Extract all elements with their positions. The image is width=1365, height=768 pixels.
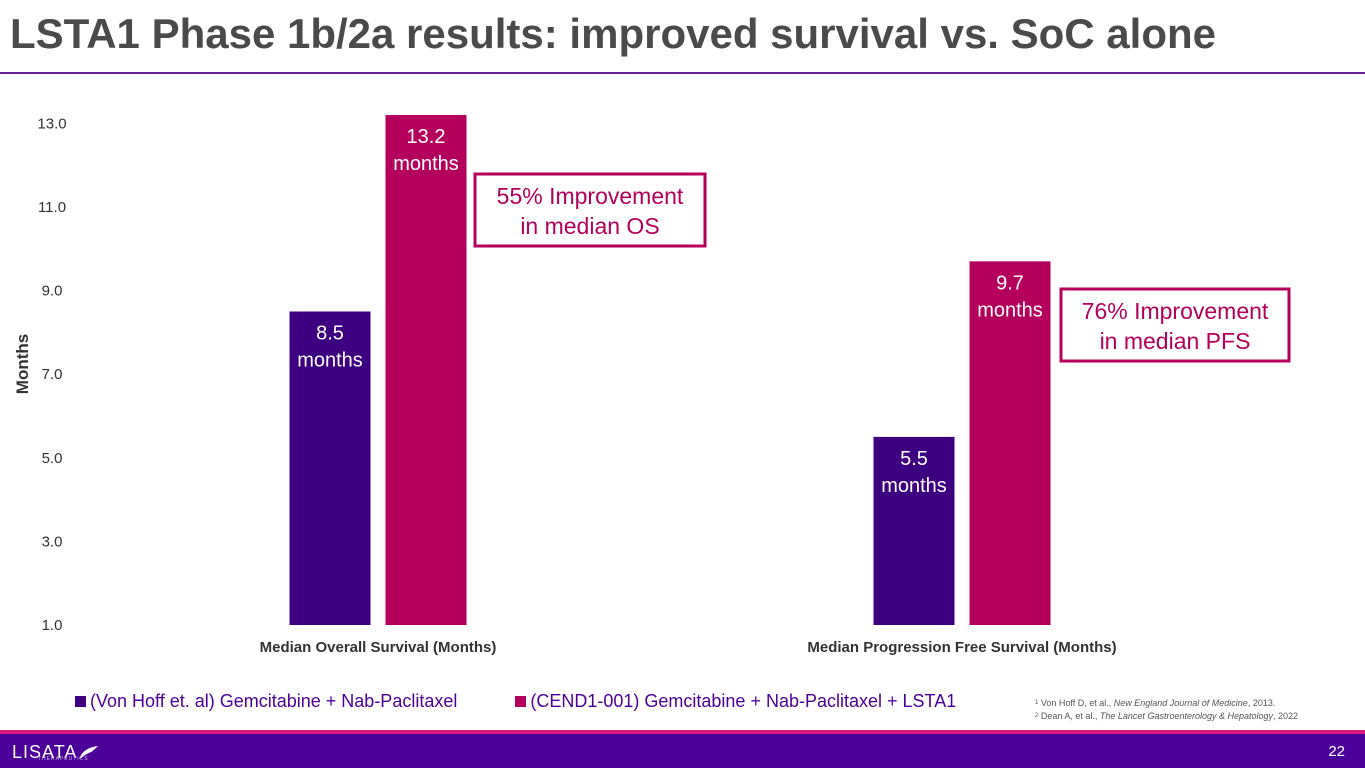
improvement-callout-text: 55% Improvement xyxy=(497,183,684,209)
slide-title: LSTA1 Phase 1b/2a results: improved surv… xyxy=(10,10,1217,57)
bar-value-label: 8.5 xyxy=(316,323,344,345)
footnotes: 1 Von Hoff D, et al., New England Journa… xyxy=(1035,697,1298,723)
company-logo: LISATA xyxy=(12,742,99,763)
improvement-callout-text: in median OS xyxy=(520,213,659,239)
legend-swatch-lsta1 xyxy=(515,695,527,707)
improvement-callout-box xyxy=(1059,287,1291,363)
chart-legend: (Von Hoff et. al) Gemcitabine + Nab-Pacl… xyxy=(75,688,1014,714)
bar-unit-label: months xyxy=(977,299,1043,321)
y-tick-label: 13.0 xyxy=(37,115,66,132)
bar-unit-label: months xyxy=(881,475,947,497)
y-tick-label: 3.0 xyxy=(42,533,63,550)
bar-chart: 13.0 11.0 9.0 7.0 5.0 3.0 1.0 Months 8.5 months 5.… xyxy=(13,115,1291,656)
footer-accent-stripe xyxy=(0,730,1365,734)
logo-tagline: THERAPEUTICS xyxy=(38,756,89,762)
legend-label-lsta1: (CEND1-001) Gemcitabine + Nab-Paclitaxel… xyxy=(530,690,957,711)
y-tick-label: 1.0 xyxy=(42,617,63,634)
bar-soc xyxy=(289,311,371,625)
bar-unit-label: months xyxy=(393,153,459,175)
y-tick-label: 7.0 xyxy=(42,366,63,383)
bar-lsta1 xyxy=(385,115,467,625)
footnote-1: 1 Von Hoff D, et al., New England Journa… xyxy=(1035,698,1276,708)
improvement-callout-box xyxy=(473,172,707,248)
improvement-callout-text: 76% Improvement xyxy=(1082,298,1269,324)
bar-lsta1 xyxy=(969,261,1051,625)
page-number: 22 xyxy=(1328,743,1345,760)
bar-unit-label: months xyxy=(297,350,363,372)
y-tick-label: 5.0 xyxy=(42,450,63,467)
y-tick-label: 11.0 xyxy=(38,199,66,216)
legend-label-soc: (Von Hoff et. al) Gemcitabine + Nab-Pacl… xyxy=(90,690,458,711)
y-tick-label: 9.0 xyxy=(42,283,63,300)
footer-bar: LISATA THERAPEUTICS 22 xyxy=(0,734,1365,768)
leaf-icon xyxy=(79,745,99,759)
legend-item-soc: (Von Hoff et. al) Gemcitabine + Nab-Pacl… xyxy=(75,691,457,712)
footnote-2: 2 Dean A, et al., The Lancet Gastroenter… xyxy=(1035,711,1299,721)
x-category-label: Median Overall Survival (Months) xyxy=(260,639,497,656)
bar-value-label: 9.7 xyxy=(996,272,1024,294)
legend-swatch-soc xyxy=(75,695,86,707)
improvement-callout-text: in median PFS xyxy=(1100,328,1251,354)
bar-value-label: 5.5 xyxy=(900,448,928,470)
x-category-label: Median Progression Free Survival (Months… xyxy=(807,639,1116,656)
legend-item-lsta1: (CEND1-001) Gemcitabine + Nab-Paclitaxel… xyxy=(515,691,956,712)
logo-wordmark: LISATA xyxy=(12,742,78,762)
bar-value-label: 13.2 xyxy=(407,126,446,148)
y-axis-label: Months xyxy=(13,334,32,394)
bar-soc xyxy=(873,436,955,625)
title-divider xyxy=(0,72,1365,74)
